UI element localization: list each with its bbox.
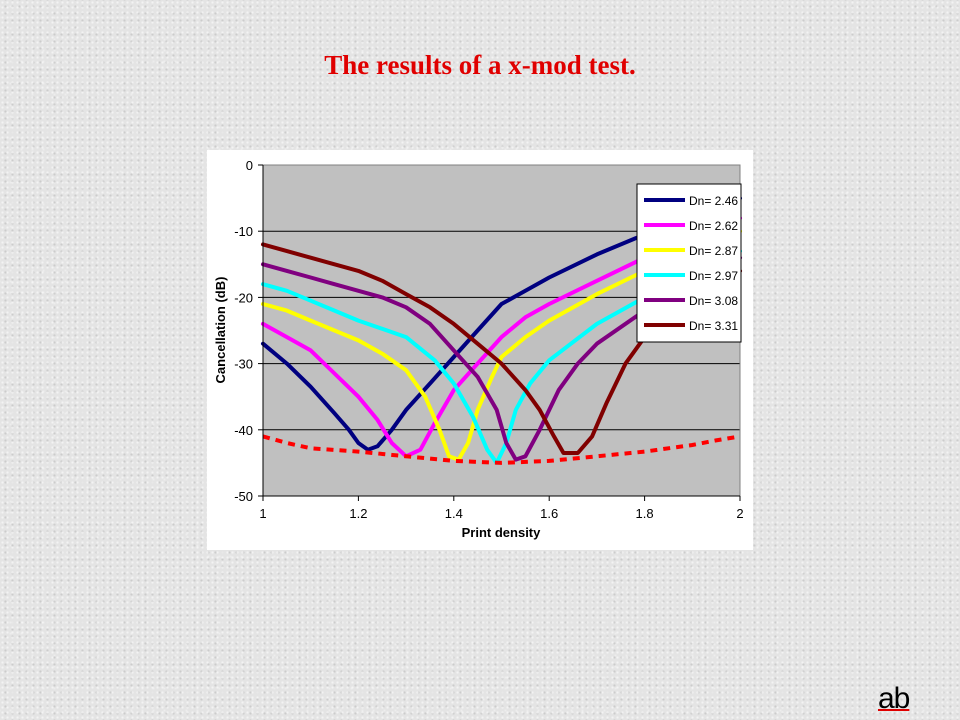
legend-label: Dn= 2.87 [689, 244, 738, 258]
series-line [261, 255, 742, 462]
y-tick-label: -40 [234, 423, 253, 438]
x-tick-label: 1.8 [636, 506, 654, 521]
x-tick-label: 1 [259, 506, 266, 521]
y-axis-label: Cancellation (dB) [213, 277, 228, 384]
chart-panel: 0 -10 -20 -30 -40 -50 1 1.2 1.4 1.6 1.8 2 Dn= 2.46 D… [207, 150, 753, 550]
legend: Dn= 2.46 Dn= 2.62 Dn= 2.87 Dn= 2.97 Dn= 3.08… [636, 183, 742, 343]
line-chart: 0-10-20-30-40-501 1.2 1.4 1.6 1.8 2 Dn= 2.46D… [213, 158, 744, 540]
y-tick-label: 0 [246, 158, 253, 173]
x-tick-label: 1.6 [540, 506, 558, 521]
logo: ab [878, 682, 910, 715]
legend-label: Dn= 2.62 [689, 219, 738, 233]
x-tick-label: 2 [736, 506, 743, 521]
y-tick-label: -50 [234, 489, 253, 504]
y-tick-label: -30 [234, 357, 253, 372]
legend-box [636, 183, 742, 343]
series-line [261, 196, 742, 452]
legend-label: Dn= 3.31 [689, 319, 738, 333]
series-line [262, 434, 741, 465]
x-axis-label: Print density [462, 525, 542, 540]
axes: 0 -10 -20 -30 -40 -50 1 1.2 1.4 1.6 1.8 2 [234, 158, 743, 521]
legend-label: Dn= 3.08 [689, 294, 738, 308]
legend-label: Dn= 2.97 [689, 269, 738, 283]
series-group [261, 196, 742, 465]
x-tick-label: 1.4 [445, 506, 463, 521]
logo-text: ab [878, 682, 910, 715]
y-tick-label: -10 [234, 224, 253, 239]
series-line [261, 242, 742, 455]
legend-label: Dn= 2.46 [689, 194, 738, 208]
x-tick-label: 1.2 [349, 506, 367, 521]
series-line [261, 249, 742, 465]
y-tick-label: -20 [234, 290, 253, 305]
slide-title: The results of a x-mod test. [324, 50, 636, 80]
